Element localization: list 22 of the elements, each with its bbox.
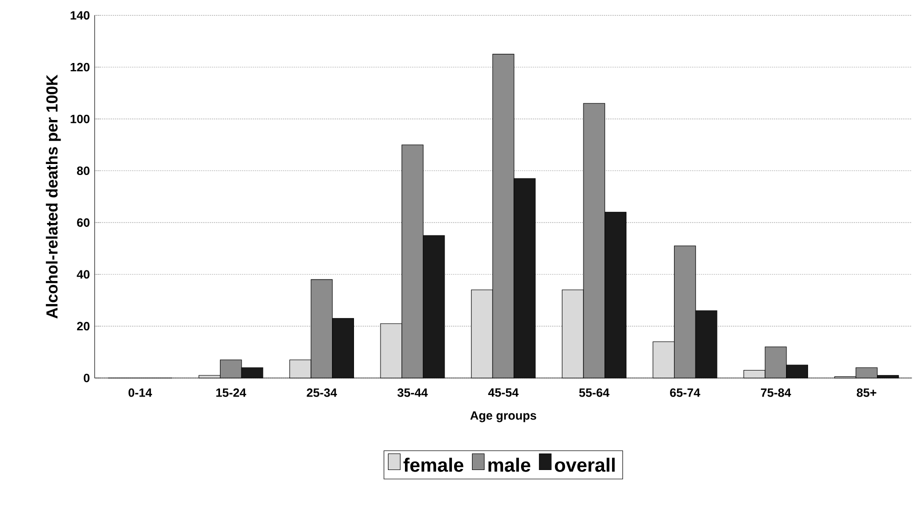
x-tick-label: 75-84: [760, 388, 792, 397]
y-tick-label: 20: [77, 322, 90, 330]
x-axis-title: Age groups: [470, 411, 536, 422]
y-tick-label: 100: [70, 114, 90, 124]
x-tick-label: 85+: [856, 388, 876, 397]
y-tick-label: 80: [76, 166, 90, 176]
y-tick-label: 60: [77, 218, 90, 227]
x-tick-label: 55-64: [579, 388, 610, 397]
legend-label: male: [488, 458, 530, 472]
x-tick-label: 25-34: [306, 388, 337, 397]
x-tick-label: 35-44: [397, 388, 428, 397]
legend-label: overall: [554, 458, 615, 472]
y-tick-label: 140: [70, 11, 90, 20]
x-tick-label: 45-54: [488, 388, 519, 397]
y-tick-label: 40: [76, 270, 90, 279]
y-axis-title: Alcohol-related deaths per 100K: [46, 74, 61, 319]
x-tick-label: 0-14: [128, 388, 152, 397]
x-tick-label: 15-24: [216, 388, 246, 397]
legend-label: female: [403, 458, 464, 472]
y-tick-label: 0: [84, 374, 90, 382]
x-tick-label: 65-74: [670, 388, 700, 397]
y-tick-label: 120: [70, 62, 90, 72]
